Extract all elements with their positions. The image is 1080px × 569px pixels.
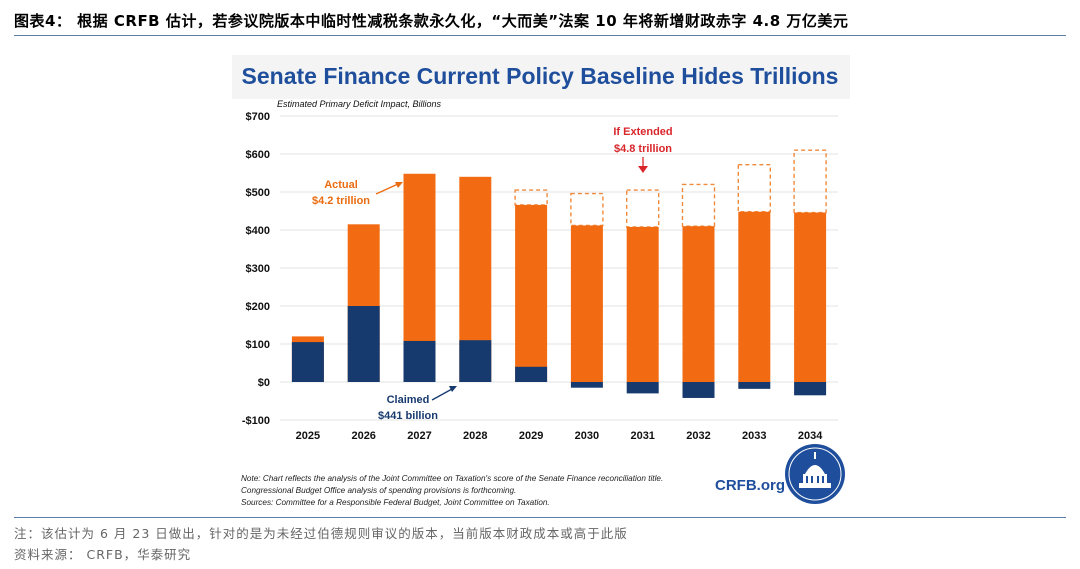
annotation-extended-arrowhead — [638, 166, 648, 173]
title-band — [232, 55, 850, 99]
bar-actual — [626, 226, 659, 382]
crfb-logo-text: CRFB.org — [715, 477, 785, 494]
chart-footnote-2: Congressional Budget Office analysis of … — [241, 486, 516, 495]
x-tick-label: 2032 — [686, 430, 710, 442]
bar-claimed — [347, 306, 380, 382]
annotation-claimed-arrowhead — [449, 386, 457, 392]
annotation-claimed: Claimed $441 billion — [378, 386, 457, 422]
x-tick-label: 2026 — [351, 430, 375, 442]
x-tick-label: 2031 — [630, 430, 654, 442]
bars — [291, 149, 827, 398]
bar-actual — [515, 204, 548, 382]
y-tick-label: $300 — [246, 263, 270, 275]
bar-claimed — [738, 382, 771, 389]
annotation-claimed-arrow — [431, 388, 453, 401]
annotation-actual-label: Actual — [324, 179, 358, 191]
y-tick-label: $200 — [246, 301, 270, 313]
annotation-actual: Actual $4.2 trillion — [312, 179, 403, 207]
bar-claimed — [794, 382, 827, 396]
x-tick-label: 2029 — [519, 430, 543, 442]
bar-claimed — [626, 382, 659, 394]
y-tick-label: $100 — [246, 339, 270, 351]
x-tick-label: 2027 — [407, 430, 431, 442]
annotation-claimed-value: $441 billion — [378, 410, 438, 422]
y-tick-label: $600 — [246, 149, 270, 161]
bar-if-extended — [737, 163, 771, 213]
x-axis-ticks: 2025 2026 2027 2028 2029 2030 2031 2032 2033 2034 — [296, 430, 824, 442]
annotation-extended-value: $4.8 trillion — [614, 143, 672, 155]
annotation-actual-arrow — [375, 183, 399, 195]
bar-claimed — [403, 340, 436, 382]
annotation-extended: If Extended $4.8 trillion — [613, 126, 673, 173]
figure-source: 资料来源： CRFB，华泰研究 — [14, 547, 192, 562]
y-tick-label: $500 — [246, 187, 270, 199]
y-tick-label: $400 — [246, 225, 270, 237]
y-tick-label: $700 — [246, 111, 270, 123]
annotation-claimed-label: Claimed — [387, 394, 430, 406]
annotation-extended-label: If Extended — [613, 126, 672, 138]
bar-claimed — [459, 340, 492, 382]
chart-footnote-1: Note: Chart reflects the analysis of the… — [241, 474, 663, 483]
x-tick-label: 2033 — [742, 430, 766, 442]
chart-subtitle: Estimated Primary Deficit Impact, Billio… — [277, 99, 442, 109]
top-divider — [14, 35, 1066, 36]
chart-footnote-3: Sources: Committee for a Responsible Fed… — [241, 498, 550, 507]
annotation-actual-arrowhead — [395, 182, 403, 188]
chart-title: Senate Finance Current Policy Baseline H… — [242, 63, 839, 89]
bar-if-extended — [793, 149, 827, 214]
y-axis-ticks: -$100 $0 $100 $200 $300 $400 $500 $600 $700 — [242, 111, 270, 427]
annotation-actual-value: $4.2 trillion — [312, 195, 370, 207]
bar-if-extended — [514, 189, 548, 206]
figure-title: 图表4： 根据 CRFB 估计，若参议院版本中临时性减税条款永久化，“大而美”法… — [14, 12, 849, 30]
bar-claimed — [570, 382, 603, 388]
bar-actual — [794, 212, 827, 382]
x-tick-label: 2025 — [296, 430, 320, 442]
figure-note: 注：该估计为 6 月 23 日做出，针对的是为未经过伯德规则审议的版本，当前版本… — [14, 526, 628, 541]
bar-if-extended — [681, 183, 716, 227]
bar-actual — [570, 225, 603, 382]
bar-actual — [682, 226, 715, 382]
bar-claimed — [515, 366, 548, 382]
bar-claimed — [291, 342, 324, 382]
bar-actual — [738, 211, 771, 382]
x-tick-label: 2028 — [463, 430, 487, 442]
bottom-divider — [14, 517, 1066, 518]
bar-claimed — [682, 382, 715, 398]
y-tick-label: -$100 — [242, 415, 270, 427]
x-tick-label: 2034 — [798, 430, 823, 442]
x-tick-label: 2030 — [575, 430, 599, 442]
capitol-seal-icon — [785, 444, 845, 504]
y-tick-label: $0 — [258, 377, 270, 389]
